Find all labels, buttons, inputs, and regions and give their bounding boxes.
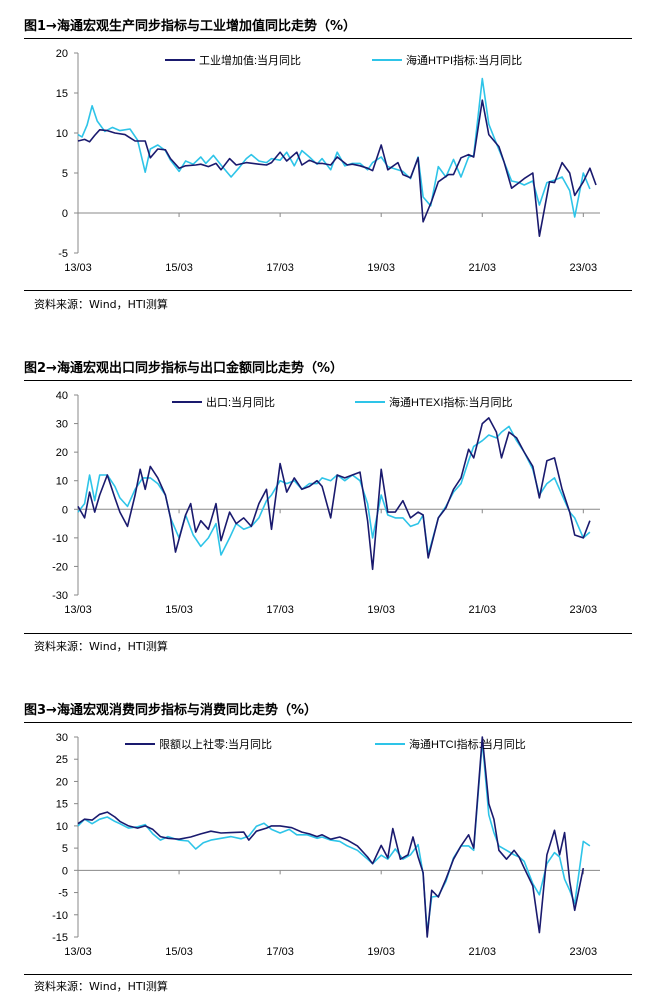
title-rule	[24, 38, 632, 39]
y-tick-label: 10	[56, 821, 68, 833]
y-tick-label: -10	[52, 533, 68, 545]
x-tick-label: 17/03	[266, 262, 294, 274]
series-line-1	[77, 736, 585, 938]
series-line-1	[77, 417, 591, 571]
x-tick-label: 17/03	[266, 946, 294, 958]
x-tick-label: 23/03	[570, 946, 598, 958]
line-chart: -15 -10 -5 0 5 10 15 20 25 30 13/03 15/03 17/03 19/03…	[52, 732, 600, 958]
series-line-2	[77, 425, 591, 556]
y-tick-label: 0	[62, 208, 68, 220]
x-tick-label: 21/03	[468, 262, 496, 274]
legend-label: 海通HTCI指标:当月同比	[409, 737, 526, 751]
x-tick-label: 13/03	[64, 262, 92, 274]
y-tick-label: 20	[56, 447, 68, 459]
series-line-2	[77, 77, 591, 218]
y-tick-label: 10	[56, 128, 68, 140]
legend-label: 海通HTPI指标:当月同比	[406, 53, 522, 67]
x-tick-label: 13/03	[64, 946, 92, 958]
y-tick-label: 5	[62, 168, 68, 180]
bottom-rule	[24, 633, 632, 634]
x-tick-label: 17/03	[266, 604, 294, 616]
x-tick-label: 21/03	[468, 946, 496, 958]
y-tick-label: 10	[56, 476, 68, 488]
y-tick-label: 20	[56, 48, 68, 60]
x-tick-label: 19/03	[367, 262, 395, 274]
title-rule	[24, 722, 632, 723]
x-tick-label: 23/03	[570, 262, 598, 274]
y-tick-label: 40	[56, 390, 68, 402]
y-tick-label: -20	[52, 561, 68, 573]
y-tick-label: -5	[58, 248, 68, 260]
x-tick-label: 19/03	[367, 604, 395, 616]
source-note: 资料来源：Wind，HTI测算	[34, 980, 168, 993]
y-tick-label: 0	[62, 504, 68, 516]
legend-label: 海通HTEXI指标:当月同比	[389, 395, 512, 409]
y-tick-label: -30	[52, 590, 68, 602]
x-tick-label: 23/03	[570, 604, 598, 616]
y-tick-label: 30	[56, 419, 68, 431]
source-note: 资料来源：Wind，HTI测算	[34, 640, 168, 653]
title-rule	[24, 380, 632, 381]
x-tick-label: 13/03	[64, 604, 92, 616]
series-line-2	[77, 740, 591, 934]
figure-title: 图2→海通宏观出口同步指标与出口金额同比走势（%）	[24, 361, 343, 376]
y-tick-label: -15	[52, 932, 68, 944]
bottom-rule	[24, 290, 632, 291]
figure-title: 图3→海通宏观消费同步指标与消费同比走势（%）	[24, 703, 317, 718]
legend-label: 工业增加值:当月同比	[199, 53, 301, 67]
bottom-rule	[24, 974, 632, 975]
y-tick-label: 0	[62, 865, 68, 877]
y-tick-label: -10	[52, 910, 68, 922]
line-chart: -5 0 5 10 15 20 13/03 15/03 17/03 19/03 21/03 23/03…	[56, 48, 600, 274]
figure-title: 图1→海通宏观生产同步指标与工业增加值同比走势（%）	[24, 19, 356, 34]
y-tick-label: 30	[56, 732, 68, 744]
y-tick-label: 5	[62, 843, 68, 855]
y-tick-label: 15	[56, 88, 68, 100]
series-line-1	[77, 99, 597, 237]
legend-label: 限额以上社零:当月同比	[159, 737, 272, 751]
x-tick-label: 21/03	[468, 604, 496, 616]
x-tick-label: 19/03	[367, 946, 395, 958]
legend-label: 出口:当月同比	[206, 395, 275, 409]
x-tick-label: 15/03	[165, 946, 193, 958]
source-note: 资料来源：Wind，HTI测算	[34, 298, 168, 311]
x-tick-label: 15/03	[165, 604, 193, 616]
y-tick-label: 15	[56, 799, 68, 811]
y-tick-label: -5	[58, 888, 68, 900]
y-tick-label: 25	[56, 754, 68, 766]
y-tick-label: 20	[56, 776, 68, 788]
line-chart: -30 -20 -10 0 10 20 30 40 13/03 15/03 17/03 19/03 21…	[52, 390, 600, 616]
x-tick-label: 15/03	[165, 262, 193, 274]
